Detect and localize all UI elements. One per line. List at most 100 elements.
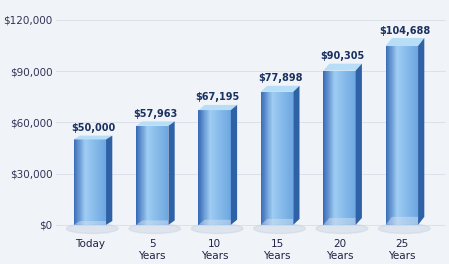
Polygon shape: [356, 64, 362, 225]
Bar: [346, 70, 347, 225]
Bar: [261, 92, 262, 225]
Bar: [278, 92, 279, 225]
Bar: [333, 70, 334, 225]
Bar: [268, 92, 269, 225]
Bar: [291, 92, 292, 225]
Bar: [103, 139, 104, 225]
Bar: [163, 126, 164, 225]
Bar: [274, 92, 275, 225]
Polygon shape: [231, 105, 237, 225]
Bar: [215, 110, 216, 225]
Bar: [223, 110, 224, 225]
Bar: [99, 139, 100, 225]
Bar: [272, 92, 273, 225]
Bar: [412, 46, 413, 225]
Bar: [153, 126, 154, 225]
Bar: [284, 92, 285, 225]
Bar: [406, 46, 407, 225]
Bar: [225, 110, 226, 225]
Bar: [416, 46, 417, 225]
Bar: [140, 126, 141, 225]
Bar: [327, 70, 328, 225]
Bar: [328, 70, 329, 225]
Bar: [198, 110, 199, 225]
Bar: [228, 110, 229, 225]
Bar: [157, 126, 158, 225]
Bar: [79, 139, 80, 225]
Bar: [144, 126, 145, 225]
Bar: [396, 46, 397, 225]
Bar: [155, 126, 156, 225]
Bar: [338, 70, 339, 225]
Bar: [350, 70, 351, 225]
Bar: [271, 92, 272, 225]
Bar: [78, 139, 79, 225]
Bar: [403, 46, 404, 225]
Bar: [408, 46, 409, 225]
Bar: [158, 126, 159, 225]
Bar: [159, 126, 160, 225]
Bar: [146, 126, 147, 225]
Bar: [150, 126, 151, 225]
Bar: [143, 126, 144, 225]
Bar: [341, 70, 342, 225]
Bar: [409, 46, 410, 225]
Bar: [80, 139, 81, 225]
Bar: [138, 126, 139, 225]
Text: $90,305: $90,305: [321, 51, 365, 61]
Bar: [139, 126, 140, 225]
Bar: [100, 139, 101, 225]
Bar: [407, 46, 408, 225]
Bar: [230, 110, 231, 225]
Text: $77,898: $77,898: [258, 73, 303, 83]
Bar: [280, 92, 281, 225]
Bar: [401, 46, 402, 225]
Bar: [387, 46, 388, 225]
Polygon shape: [261, 86, 299, 92]
Bar: [229, 110, 230, 225]
Bar: [288, 92, 289, 225]
Bar: [263, 92, 264, 225]
Bar: [399, 46, 400, 225]
Bar: [275, 92, 276, 225]
Bar: [265, 92, 266, 225]
Ellipse shape: [129, 224, 180, 233]
Text: $50,000: $50,000: [71, 123, 115, 133]
Bar: [205, 110, 206, 225]
Bar: [226, 110, 227, 225]
Bar: [156, 126, 157, 225]
Bar: [344, 70, 345, 225]
Bar: [283, 92, 284, 225]
Bar: [201, 110, 202, 225]
Bar: [413, 46, 414, 225]
Text: $67,195: $67,195: [196, 92, 240, 102]
Bar: [161, 126, 162, 225]
Bar: [355, 70, 356, 225]
Bar: [76, 139, 77, 225]
Bar: [224, 110, 225, 225]
Bar: [405, 46, 406, 225]
Bar: [216, 110, 217, 225]
Polygon shape: [293, 86, 299, 225]
Bar: [86, 139, 87, 225]
Bar: [352, 70, 353, 225]
Bar: [279, 92, 280, 225]
Bar: [348, 70, 349, 225]
Bar: [292, 92, 293, 225]
Bar: [414, 46, 415, 225]
Bar: [349, 70, 350, 225]
Polygon shape: [106, 136, 112, 225]
Bar: [221, 110, 222, 225]
Ellipse shape: [379, 224, 430, 233]
Bar: [336, 70, 337, 225]
Bar: [343, 70, 344, 225]
Bar: [89, 139, 90, 225]
Bar: [105, 139, 106, 225]
Bar: [329, 70, 330, 225]
Bar: [101, 139, 102, 225]
Bar: [391, 46, 392, 225]
Bar: [325, 70, 326, 225]
Ellipse shape: [66, 224, 118, 233]
Bar: [281, 92, 282, 225]
Bar: [266, 92, 267, 225]
